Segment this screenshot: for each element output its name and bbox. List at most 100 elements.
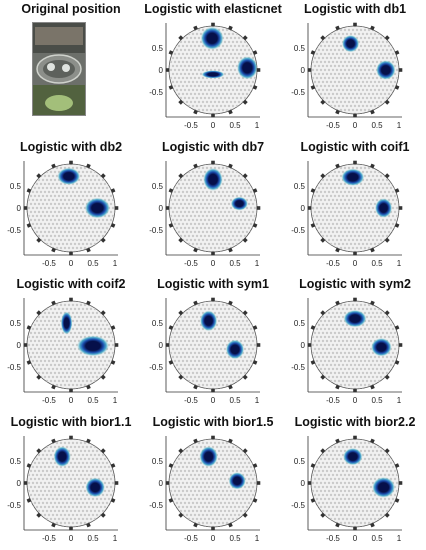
plot-area: -0.5 0 0.5 1 0.5 0 -0.5 <box>7 160 119 268</box>
x-tick-label: -0.5 <box>42 259 56 268</box>
electrode-marker <box>310 360 316 365</box>
electrode-marker <box>86 438 91 443</box>
inclusion-blob <box>200 26 224 50</box>
y-tick-label: 0 <box>17 479 22 488</box>
x-tick-label: 1 <box>397 534 402 543</box>
x-tick-label: -0.5 <box>326 534 340 543</box>
inclusion-blob <box>76 335 110 357</box>
panel-title: Logistic with bior2.2 <box>294 414 416 429</box>
electrode-marker <box>51 438 56 443</box>
electrode-marker <box>211 297 215 302</box>
electrode-marker <box>69 388 73 393</box>
electrode-marker <box>398 480 403 485</box>
electrode-marker <box>110 360 116 365</box>
electrode-marker <box>335 25 340 31</box>
electrode-marker <box>242 172 248 178</box>
electrode-marker <box>26 360 32 365</box>
electrode-marker <box>394 222 400 228</box>
x-tick-label: -0.5 <box>184 259 198 268</box>
panel-9: Logistic with bior1.1 -0.5 0 0.5 1 0.5 0 -0.5 <box>0 413 142 550</box>
y-tick-label: 0 <box>301 479 306 488</box>
panel-2: Logistic with db1 -0.5 0 0.5 1 0.5 0 -0.5 <box>284 0 426 138</box>
electrode-marker <box>110 497 116 503</box>
y-tick-label: 0.5 <box>294 44 306 53</box>
electrode-marker <box>384 512 390 518</box>
panel-6: Logistic with coif2 -0.5 0 0.5 1 0.5 0 -0.5 <box>0 275 142 413</box>
panel-title: Logistic with coif1 <box>300 139 410 154</box>
panel-4: Logistic with db7 -0.5 0 0.5 1 0.5 0 -0.5 <box>142 138 284 276</box>
electrode-marker <box>110 222 116 228</box>
panel-title: Logistic with bior1.1 <box>10 414 132 429</box>
x-tick-label: 0.5 <box>371 534 383 543</box>
plot-area: -0.5 0 0.5 1 0.5 0 -0.5 <box>291 435 403 543</box>
electrode-marker <box>193 163 198 168</box>
x-tick-label: 0 <box>211 396 216 405</box>
electrode-marker <box>51 163 56 168</box>
electrode-marker <box>86 522 91 527</box>
panel-title: Logistic with db7 <box>161 139 265 154</box>
x-tick-label: 0.5 <box>229 534 241 543</box>
electrode-marker <box>370 300 375 306</box>
inclusion-blob <box>201 70 225 79</box>
electrode-marker <box>252 85 258 90</box>
electrode-marker <box>370 247 375 252</box>
x-tick-label: 1 <box>397 121 402 130</box>
panel-title: Logistic with db1 <box>303 2 407 16</box>
y-tick-label: -0.5 <box>7 226 21 235</box>
inclusion-blob <box>60 311 73 335</box>
electrode-marker <box>114 205 119 210</box>
inclusion-blob <box>199 445 218 467</box>
y-tick-label: 0.5 <box>152 44 164 53</box>
electrode-marker <box>228 25 233 31</box>
y-tick-label: -0.5 <box>291 88 305 97</box>
electrode-marker <box>335 438 340 443</box>
electrode-marker <box>114 480 119 485</box>
x-tick-label: -0.5 <box>184 534 198 543</box>
panel-1: Logistic with elasticnet -0.5 0 0.5 1 0.5 0 -0.… <box>142 0 284 138</box>
y-tick-label: -0.5 <box>291 501 305 510</box>
electrode-marker <box>51 300 56 306</box>
x-tick-label: 0 <box>69 396 74 405</box>
electrode-marker <box>398 343 403 347</box>
inclusion-blob <box>85 477 105 497</box>
electrode-marker <box>165 343 170 347</box>
electrode-marker <box>310 50 316 55</box>
electrode-marker <box>36 374 42 380</box>
y-tick-label: 0.5 <box>152 319 164 328</box>
x-tick-label: 0.5 <box>229 121 241 130</box>
electrode-marker <box>211 251 215 255</box>
electrode-marker <box>370 438 375 443</box>
conductivity-blobs <box>60 311 110 357</box>
electrode-marker <box>211 113 215 118</box>
electrode-marker <box>242 35 248 41</box>
inclusion-blob <box>225 339 245 360</box>
x-tick-label: 0 <box>211 259 216 268</box>
electrode-marker <box>394 360 400 365</box>
electrode-marker <box>178 35 184 41</box>
electrode-marker <box>228 384 233 390</box>
y-tick-label: 0.5 <box>294 182 306 191</box>
electrode-marker <box>23 480 28 485</box>
x-tick-label: 1 <box>255 121 260 130</box>
conductivity-blobs <box>343 310 392 357</box>
electrode-marker <box>310 85 316 90</box>
electrode-marker <box>252 462 258 468</box>
electrode-marker <box>394 85 400 90</box>
y-tick-label: -0.5 <box>7 501 21 510</box>
y-tick-label: -0.5 <box>7 363 21 372</box>
electrode-marker <box>178 374 184 380</box>
inclusion-blob <box>343 447 363 465</box>
electrode-marker <box>242 237 248 243</box>
electrode-marker <box>100 172 106 178</box>
y-tick-label: 0.5 <box>294 457 306 466</box>
conductivity-blobs <box>203 167 248 210</box>
panel-11: Logistic with bior2.2 -0.5 0 0.5 1 0.5 0 -0.5 <box>284 413 426 550</box>
x-tick-label: 1 <box>397 396 402 405</box>
panel-7: Logistic with sym1 -0.5 0 0.5 1 0.5 0 -0.5 <box>142 275 284 413</box>
y-tick-label: -0.5 <box>291 363 305 372</box>
electrode-marker <box>228 522 233 527</box>
plot-area: -0.5 0 0.5 1 0.5 0 -0.5 <box>7 435 119 543</box>
inclusion-blob <box>375 197 393 218</box>
plot-area: -0.5 0 0.5 1 0.5 0 -0.5 <box>291 160 403 268</box>
x-tick-label: 1 <box>255 396 260 405</box>
